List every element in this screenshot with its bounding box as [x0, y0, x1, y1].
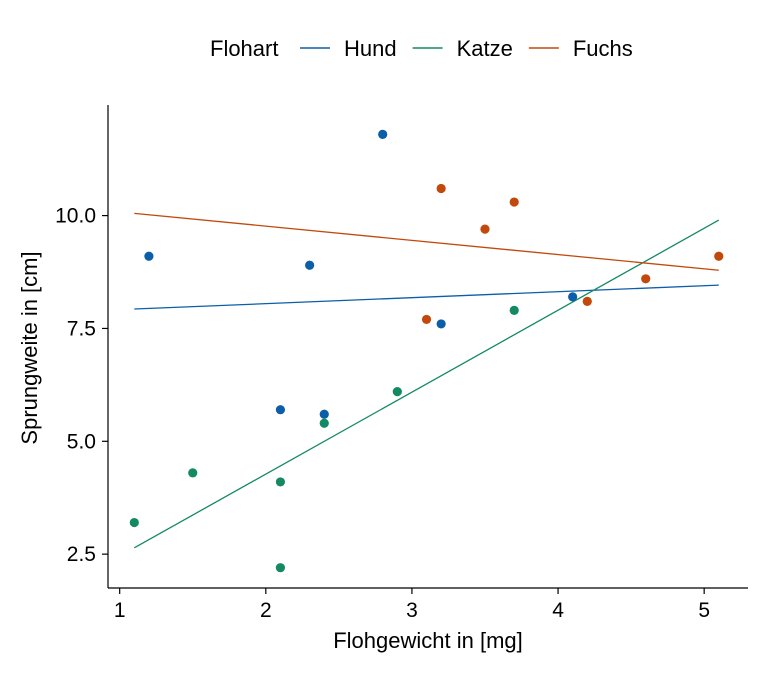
- trend-line-hund: [134, 284, 719, 310]
- x-axis-title: Flohgewicht in [mg]: [333, 628, 523, 653]
- point-fuchs: [509, 197, 519, 207]
- point-hund: [378, 129, 388, 139]
- point-fuchs: [480, 224, 490, 234]
- point-katze: [509, 305, 519, 315]
- point-katze: [392, 387, 402, 397]
- point-hund: [436, 319, 446, 329]
- point-katze: [275, 477, 286, 487]
- x-ticks: 1 2 3 4 5: [114, 588, 710, 622]
- x-tick-label: 5: [698, 599, 710, 622]
- point-katze: [188, 468, 198, 478]
- legend-label-hund: Hund: [344, 36, 397, 61]
- legend-items: Hund Katze Fuchs: [300, 36, 633, 61]
- point-fuchs: [421, 314, 432, 325]
- point-fuchs: [641, 274, 651, 284]
- y-tick-label: 7.5: [67, 317, 96, 340]
- y-axis-title: Sprungweite in [cm]: [17, 251, 42, 444]
- legend: Flohart Hund Katze Fuchs: [210, 36, 633, 61]
- y-tick-label: 10.0: [55, 205, 96, 228]
- legend-title: Flohart: [210, 36, 278, 61]
- trend-line-katze: [133, 219, 720, 549]
- point-katze: [129, 517, 139, 528]
- legend-label-fuchs: Fuchs: [573, 36, 633, 61]
- point-hund: [144, 251, 154, 261]
- x-tick-label: 4: [552, 599, 564, 622]
- x-tick-label: 2: [260, 599, 272, 622]
- point-hund: [568, 292, 578, 302]
- point-hund: [305, 260, 315, 270]
- plot-area: [129, 129, 724, 573]
- y-tick-label: 5.0: [67, 430, 96, 453]
- data-points: [129, 129, 724, 573]
- point-hund: [275, 405, 286, 415]
- x-tick-label: 3: [406, 599, 418, 622]
- point-katze: [275, 563, 286, 573]
- point-fuchs: [714, 251, 724, 261]
- point-hund: [319, 409, 329, 419]
- y-tick-label: 2.5: [67, 543, 96, 566]
- point-fuchs: [436, 183, 446, 194]
- legend-label-katze: Katze: [457, 36, 513, 61]
- x-tick-label: 1: [114, 599, 126, 622]
- y-ticks: 2.5 5.0 7.5 10.0: [55, 205, 108, 566]
- trend-line-fuchs: [134, 212, 719, 271]
- point-katze: [319, 418, 329, 428]
- point-fuchs: [582, 296, 592, 306]
- trend-lines: [133, 212, 720, 549]
